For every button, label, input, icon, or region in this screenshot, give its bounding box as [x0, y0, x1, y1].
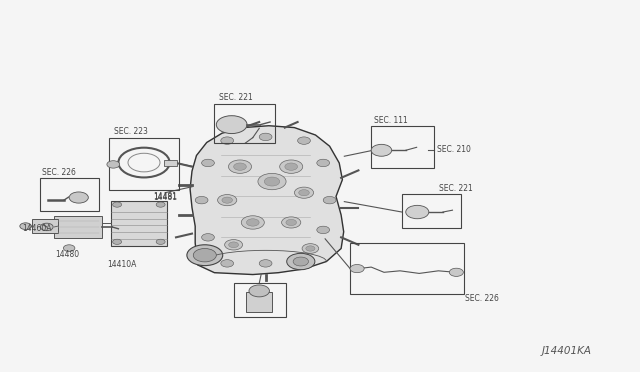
Circle shape — [258, 173, 286, 190]
Polygon shape — [190, 126, 344, 275]
Text: SEC. 221: SEC. 221 — [439, 184, 473, 193]
Circle shape — [287, 253, 315, 270]
Circle shape — [221, 137, 234, 144]
Circle shape — [293, 257, 308, 266]
Text: 14460A: 14460A — [22, 224, 52, 233]
Circle shape — [246, 219, 259, 226]
Text: SEC. 226: SEC. 226 — [465, 294, 499, 303]
Circle shape — [113, 202, 122, 207]
Bar — [109, 138, 179, 190]
Bar — [214, 104, 275, 143]
Circle shape — [280, 160, 303, 173]
Circle shape — [241, 216, 264, 229]
Text: 14481: 14481 — [154, 192, 178, 201]
Bar — [402, 194, 461, 228]
Text: SEC. 223: SEC. 223 — [114, 127, 148, 136]
Circle shape — [249, 285, 269, 297]
Bar — [371, 126, 434, 168]
Circle shape — [294, 187, 314, 198]
Text: SEC. 111: SEC. 111 — [374, 116, 408, 125]
Circle shape — [202, 159, 214, 167]
Circle shape — [449, 268, 463, 276]
Circle shape — [222, 197, 232, 203]
Bar — [350, 243, 464, 294]
Circle shape — [156, 239, 165, 244]
Circle shape — [371, 144, 392, 156]
Circle shape — [234, 163, 246, 170]
Text: 14410A: 14410A — [107, 260, 136, 269]
Circle shape — [40, 223, 53, 231]
Circle shape — [264, 177, 280, 186]
Circle shape — [291, 256, 304, 263]
Circle shape — [302, 244, 319, 253]
Circle shape — [195, 196, 208, 204]
Circle shape — [193, 248, 216, 262]
Bar — [111, 201, 167, 246]
Circle shape — [323, 196, 336, 204]
Circle shape — [225, 240, 243, 250]
Text: 14481: 14481 — [154, 193, 178, 202]
Circle shape — [187, 245, 223, 266]
Circle shape — [216, 116, 247, 134]
Circle shape — [406, 205, 429, 219]
Circle shape — [259, 133, 272, 141]
Circle shape — [69, 192, 88, 203]
Bar — [32, 219, 58, 233]
Circle shape — [107, 161, 120, 168]
Circle shape — [228, 160, 252, 173]
Bar — [164, 160, 177, 166]
Circle shape — [156, 202, 165, 207]
Text: SEC. 221: SEC. 221 — [219, 93, 253, 102]
Circle shape — [63, 245, 75, 251]
Circle shape — [218, 195, 237, 206]
Circle shape — [286, 219, 296, 225]
Text: SEC. 226: SEC. 226 — [42, 168, 76, 177]
Circle shape — [306, 246, 315, 251]
Circle shape — [282, 217, 301, 228]
Text: 14480: 14480 — [56, 250, 80, 259]
Circle shape — [221, 260, 234, 267]
Bar — [234, 283, 286, 317]
Circle shape — [20, 223, 31, 230]
Circle shape — [299, 190, 309, 196]
Circle shape — [113, 239, 122, 244]
Circle shape — [317, 226, 330, 234]
Bar — [40, 178, 99, 211]
Circle shape — [317, 159, 330, 167]
Circle shape — [259, 260, 272, 267]
Bar — [54, 216, 102, 238]
Circle shape — [350, 264, 364, 273]
Circle shape — [228, 242, 239, 248]
Text: SEC. 210: SEC. 210 — [437, 145, 471, 154]
Text: J14401KA: J14401KA — [542, 346, 592, 356]
Circle shape — [298, 137, 310, 144]
Circle shape — [202, 234, 214, 241]
Bar — [246, 292, 272, 312]
Circle shape — [285, 163, 298, 170]
